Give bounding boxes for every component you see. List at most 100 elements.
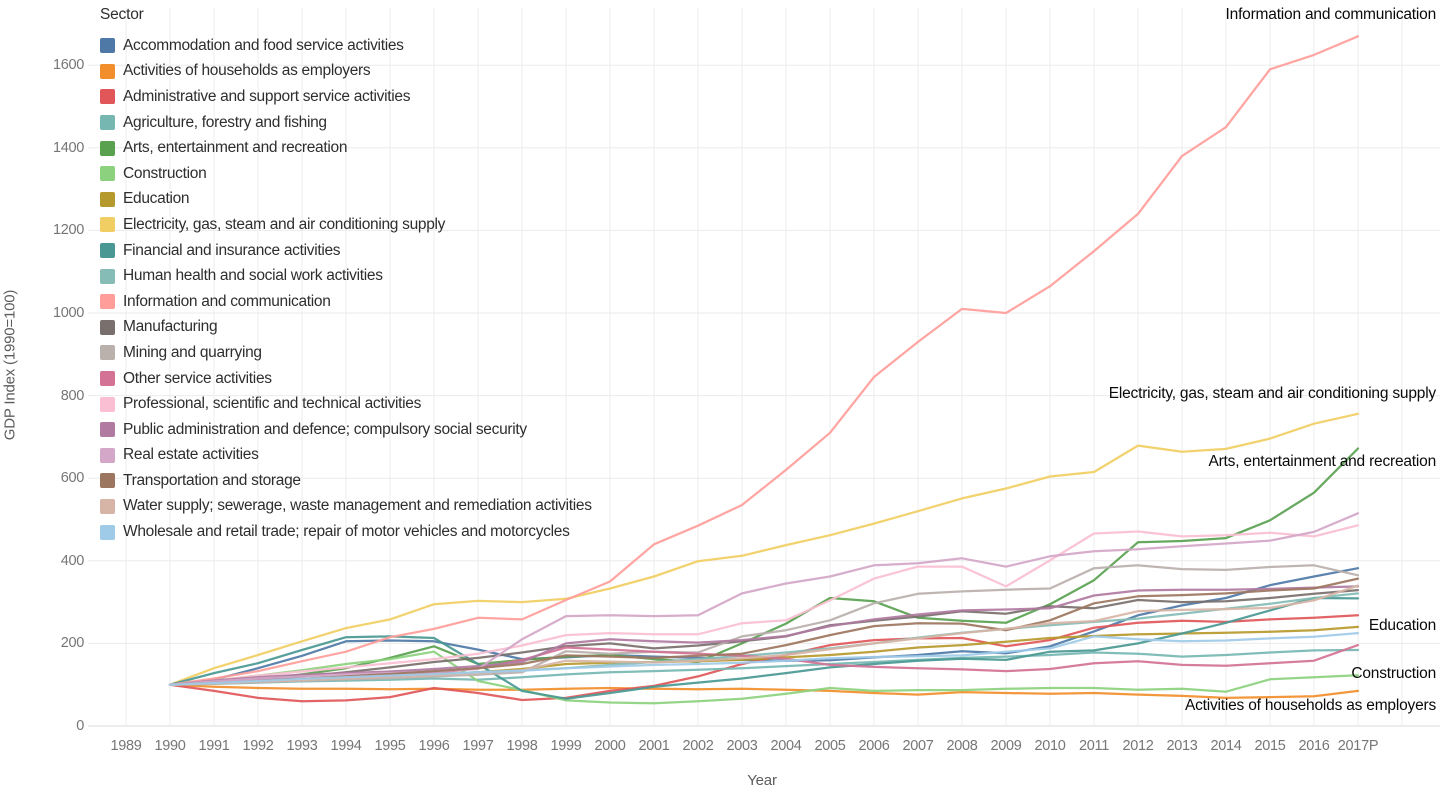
legend-swatch-icon <box>100 294 115 310</box>
legend-swatch-icon <box>100 498 115 514</box>
legend-swatch-icon <box>100 319 115 335</box>
x-tick-label: 1990 <box>154 738 186 754</box>
legend-item: Financial and insurance activities <box>100 238 592 264</box>
legend-item: Water supply; sewerage, waste management… <box>100 494 592 520</box>
legend-item: Mining and quarrying <box>100 340 592 366</box>
y-tick-label: 0 <box>76 718 84 734</box>
x-tick-label: 1997 <box>462 738 494 754</box>
x-tick-label: 1998 <box>506 738 538 754</box>
x-tick-label: 1999 <box>550 738 582 754</box>
series-annotation: Electricity, gas, steam and air conditio… <box>1108 385 1436 403</box>
series-line-water-supply-sewerage-waste-management-and-remediation-activities <box>168 584 1360 686</box>
legend-item-label: Information and communication <box>123 292 331 310</box>
x-tick-label: 2002 <box>682 738 714 754</box>
legend-swatch-icon <box>100 89 115 105</box>
x-tick-label: 2008 <box>946 738 978 754</box>
x-tick-label: 1995 <box>374 738 406 754</box>
x-tick-label: 2001 <box>638 738 670 754</box>
series-annotation: Arts, entertainment and recreation <box>1208 452 1436 470</box>
y-tick-label: 1400 <box>52 139 84 156</box>
legend-item: Wholesale and retail trade; repair of mo… <box>100 519 592 545</box>
legend-item: Transportation and storage <box>100 468 592 494</box>
legend-item: Education <box>100 187 592 213</box>
legend-swatch-icon <box>100 473 115 489</box>
series-annotation: Construction <box>1351 665 1436 683</box>
legend-item-label: Other service activities <box>123 369 272 387</box>
x-tick-label: 2010 <box>1034 738 1066 754</box>
legend-item-label: Electricity, gas, steam and air conditio… <box>123 215 446 233</box>
legend-item: Construction <box>100 161 592 187</box>
legend-item-label: Activities of households as employers <box>123 62 371 80</box>
series-line-agriculture-forestry-and-fishing <box>168 648 1360 686</box>
legend-swatch-icon <box>100 524 115 540</box>
legend-item: Agriculture, forestry and fishing <box>100 110 592 136</box>
legend-item: Public administration and defence; compu… <box>100 417 592 443</box>
x-tick-label: 2013 <box>1166 738 1198 754</box>
series-line-information-and-communication <box>168 35 1360 686</box>
legend-swatch-icon <box>100 345 115 361</box>
legend-item: Human health and social work activities <box>100 263 592 289</box>
legend-item-label: Water supply; sewerage, waste management… <box>123 497 592 515</box>
legend-swatch-icon <box>100 63 115 79</box>
x-axis-title: Year <box>747 772 777 789</box>
series-annotation: Information and communication <box>1225 6 1437 24</box>
legend-item: Real estate activities <box>100 443 592 469</box>
series-line-financial-and-insurance-activities <box>168 596 1360 700</box>
legend-item-label: Professional, scientific and technical a… <box>123 395 422 413</box>
legend-item-label: Financial and insurance activities <box>123 241 341 259</box>
legend-item-label: Wholesale and retail trade; repair of mo… <box>123 523 570 541</box>
y-tick-label: 600 <box>60 470 85 487</box>
legend-swatch-icon <box>100 115 115 131</box>
y-tick-label: 400 <box>60 552 85 569</box>
legend-item: Information and communication <box>100 289 592 315</box>
x-tick-label: 1993 <box>286 738 318 754</box>
x-tick-label: 2012 <box>1122 738 1154 754</box>
legend-item-label: Public administration and defence; compu… <box>123 420 527 438</box>
y-tick-label: 200 <box>60 635 85 652</box>
legend-item-label: Manufacturing <box>123 318 218 336</box>
series-line-professional-scientific-and-technical-activities <box>168 524 1360 686</box>
legend-swatch-icon <box>100 140 115 156</box>
legend-item-label: Agriculture, forestry and fishing <box>123 113 327 131</box>
series-line-wholesale-and-retail-trade-repair-of-motor-vehicles-and-motorcycles <box>168 631 1360 686</box>
legend-swatch-icon <box>100 268 115 284</box>
legend-item: Arts, entertainment and recreation <box>100 135 592 161</box>
series-line-activities-of-households-as-employers <box>168 683 1360 700</box>
legend-swatch-icon <box>100 38 115 54</box>
legend-item-label: Construction <box>123 164 207 182</box>
legend-swatch-icon <box>100 243 115 259</box>
x-tick-label: 2017P <box>1337 738 1379 754</box>
series-line-public-administration-and-defence-compulsory-social-security <box>168 585 1360 686</box>
x-tick-label: 2009 <box>990 738 1022 754</box>
legend-item: Professional, scientific and technical a… <box>100 391 592 417</box>
legend-swatch-icon <box>100 422 115 438</box>
legend-swatch-icon <box>100 447 115 463</box>
legend-item-label: Human health and social work activities <box>123 267 383 285</box>
legend-item-label: Arts, entertainment and recreation <box>123 139 348 157</box>
x-tick-label: 2014 <box>1210 738 1242 754</box>
series-line-real-estate-activities <box>168 512 1360 686</box>
y-tick-label: 800 <box>60 387 85 404</box>
x-tick-label: 2004 <box>770 738 802 754</box>
x-tick-label: 2016 <box>1298 738 1330 754</box>
legend-swatch-icon <box>100 191 115 207</box>
legend-item-label: Transportation and storage <box>123 471 301 489</box>
legend-title: Sector <box>100 6 144 23</box>
x-tick-label: 2015 <box>1254 738 1286 754</box>
legend: Sector Accommodation and food service ac… <box>100 6 592 545</box>
x-tick-label: 2000 <box>594 738 626 754</box>
x-tick-label: 1991 <box>198 738 230 754</box>
x-tick-label: 1992 <box>242 738 274 754</box>
series-line-electricity-gas-steam-and-air-conditioning-supply <box>168 412 1360 686</box>
legend-swatch-icon <box>100 396 115 412</box>
legend-item: Other service activities <box>100 366 592 392</box>
x-tick-label: 1996 <box>418 738 450 754</box>
legend-swatch-icon <box>100 371 115 387</box>
series-line-transportation-and-storage <box>168 577 1360 686</box>
legend-item: Accommodation and food service activitie… <box>100 33 592 59</box>
legend-swatch-icon <box>100 217 115 233</box>
y-tick-label: 1000 <box>52 305 84 321</box>
legend-items: Accommodation and food service activitie… <box>100 33 592 545</box>
